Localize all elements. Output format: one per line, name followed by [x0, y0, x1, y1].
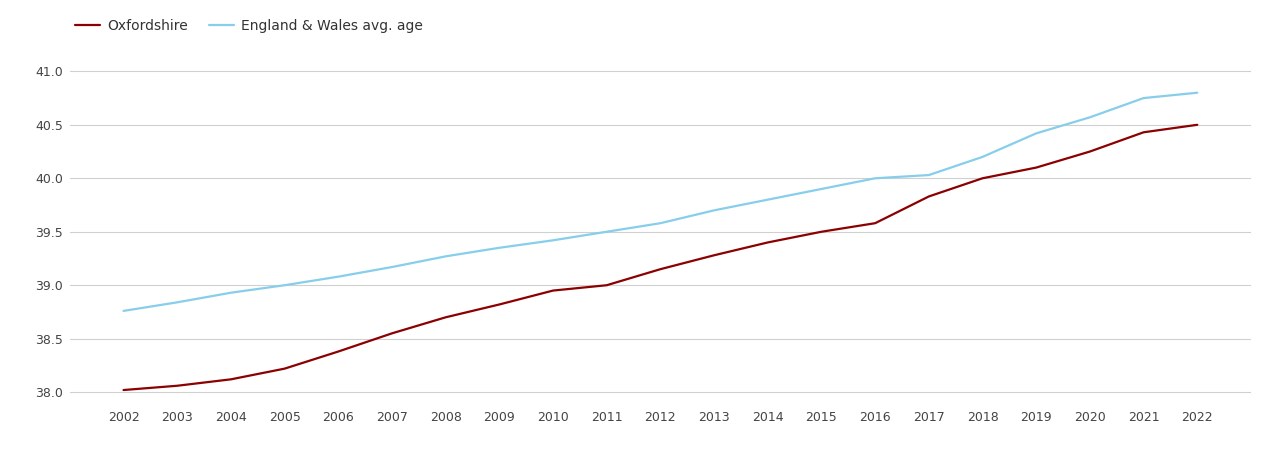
Oxfordshire	[1029, 165, 1044, 170]
Line: Oxfordshire: Oxfordshire	[123, 125, 1198, 390]
England & Wales avg. age	[653, 220, 668, 226]
Oxfordshire	[653, 266, 668, 272]
Oxfordshire	[1082, 149, 1097, 154]
England & Wales avg. age	[438, 254, 453, 259]
England & Wales avg. age	[385, 264, 400, 270]
England & Wales avg. age	[921, 172, 936, 178]
Oxfordshire	[921, 194, 936, 199]
Oxfordshire	[1190, 122, 1205, 127]
England & Wales avg. age	[706, 207, 721, 213]
Oxfordshire	[599, 283, 615, 288]
England & Wales avg. age	[116, 308, 131, 314]
Oxfordshire	[224, 377, 239, 382]
Oxfordshire	[975, 176, 991, 181]
England & Wales avg. age	[491, 245, 507, 251]
England & Wales avg. age	[599, 229, 615, 234]
England & Wales avg. age	[330, 274, 345, 279]
England & Wales avg. age	[761, 197, 776, 202]
Oxfordshire	[330, 349, 345, 354]
Oxfordshire	[545, 288, 560, 293]
England & Wales avg. age	[170, 300, 185, 305]
Oxfordshire	[170, 383, 185, 388]
Oxfordshire	[814, 229, 829, 234]
Oxfordshire	[116, 387, 131, 393]
Oxfordshire	[438, 315, 453, 320]
Oxfordshire	[761, 240, 776, 245]
England & Wales avg. age	[1135, 95, 1151, 101]
England & Wales avg. age	[814, 186, 829, 192]
Legend: Oxfordshire, England & Wales avg. age: Oxfordshire, England & Wales avg. age	[70, 14, 428, 39]
Oxfordshire	[277, 366, 292, 371]
England & Wales avg. age	[867, 176, 883, 181]
Oxfordshire	[385, 331, 400, 336]
Line: England & Wales avg. age: England & Wales avg. age	[123, 93, 1198, 311]
England & Wales avg. age	[224, 290, 239, 295]
England & Wales avg. age	[975, 154, 991, 160]
Oxfordshire	[1135, 130, 1151, 135]
England & Wales avg. age	[277, 283, 292, 288]
Oxfordshire	[491, 302, 507, 307]
England & Wales avg. age	[1029, 130, 1044, 136]
Oxfordshire	[867, 220, 883, 226]
England & Wales avg. age	[545, 238, 560, 243]
Oxfordshire	[706, 252, 721, 258]
England & Wales avg. age	[1190, 90, 1205, 95]
England & Wales avg. age	[1082, 115, 1097, 120]
